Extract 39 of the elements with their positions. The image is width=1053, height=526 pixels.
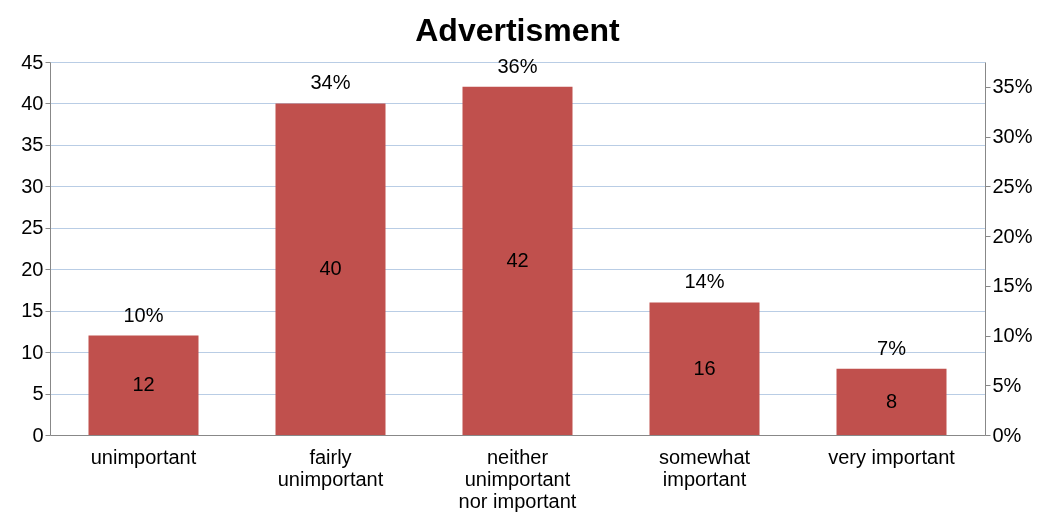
annotation: 36% (497, 54, 538, 77)
y2-tick-label: 35% (992, 75, 1033, 98)
y2-tick-label: 5% (992, 373, 1022, 396)
y2-tick-label: 15% (992, 274, 1033, 297)
y-tick-label: 25 (21, 216, 44, 239)
y-tick-label: 15 (21, 299, 44, 322)
bar (462, 86, 573, 435)
x-tick-label: neither unimportant nor important (458, 445, 577, 512)
y2-tick-label: 0% (992, 423, 1022, 446)
y2-tick-label: 30% (992, 125, 1033, 148)
data-label: 12 (132, 373, 155, 396)
annotation: 14% (684, 270, 725, 293)
data-label: 40 (319, 257, 342, 280)
x-tick-label: fairly unimportant (277, 445, 384, 490)
y-tick-label: 10 (21, 340, 44, 363)
annotation: 34% (310, 71, 351, 94)
y-tick-label: 30 (21, 174, 44, 197)
y-tick-label: 40 (21, 91, 44, 114)
y-tick-label: 45 (21, 50, 44, 73)
y2-tick-label: 20% (992, 224, 1033, 247)
y2-tick-label: 25% (992, 174, 1033, 197)
data-label: 16 (693, 356, 716, 379)
y-tick-label: 35 (21, 133, 44, 156)
bar (88, 335, 199, 435)
x-tick-label: somewhat important (658, 445, 751, 490)
data-label: 8 (885, 389, 898, 412)
y2-tick-label: 10% (992, 324, 1033, 347)
data-label: 42 (506, 248, 529, 271)
x-tick-label: very important (828, 445, 956, 468)
y-tick-label: 20 (21, 257, 44, 280)
annotation: 10% (123, 303, 164, 326)
y-tick-label: 0 (32, 423, 44, 446)
annotation: 7% (877, 336, 907, 359)
x-tick-label: unimportant (90, 445, 197, 468)
chart-title: Advertisment (415, 12, 621, 48)
bar (649, 302, 760, 435)
bar (836, 368, 947, 435)
y-tick-label: 5 (32, 382, 44, 405)
bar (275, 103, 386, 435)
